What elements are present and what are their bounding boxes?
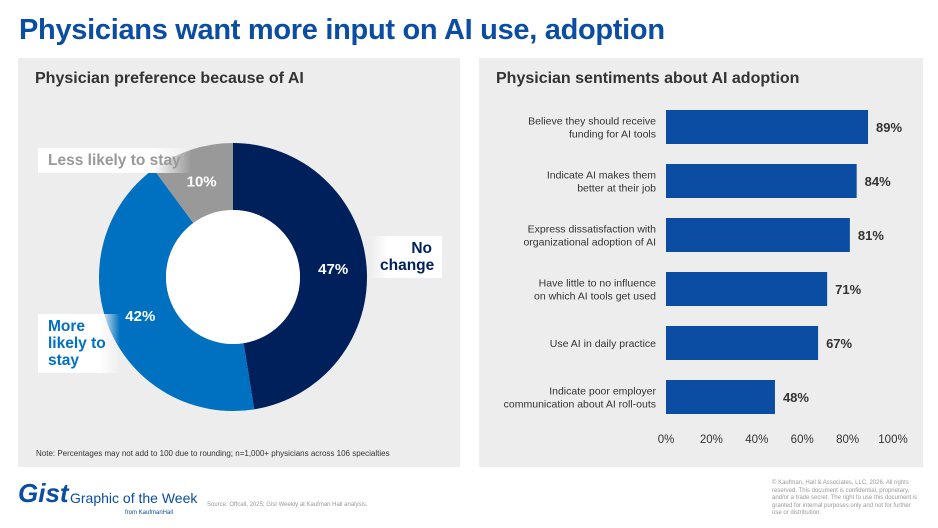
bar-data-label: 84%: [865, 174, 891, 189]
note: Note: Percentages may not add to 100 due…: [36, 449, 390, 458]
bar-data-label: 48%: [783, 390, 809, 405]
category-label: communication about AI roll-outs: [504, 399, 656, 411]
page-title: Physicians want more input on AI use, ad…: [19, 14, 665, 46]
x-tick-label: 40%: [745, 434, 768, 446]
bar: [666, 326, 819, 360]
bar: [666, 272, 828, 306]
category-label: Indicate poor employer: [549, 386, 656, 398]
category-label: organizational adoption of AI: [523, 237, 656, 249]
bar: [666, 218, 850, 252]
category-label: Have little to no influence: [539, 278, 656, 290]
x-tick-label: 80%: [836, 434, 859, 446]
slice-data-label: 10%: [187, 174, 217, 191]
bar-panel: Physician sentiments about AI adoption 8…: [479, 58, 923, 467]
label-less-likely: Less likely to stay: [38, 148, 191, 173]
footer-from: from KaufmanHall: [125, 510, 174, 516]
category-label: better at their job: [577, 183, 656, 195]
bar: [666, 164, 857, 198]
category-label: Express dissatisfaction with: [528, 224, 657, 236]
x-tick-label: 0%: [658, 434, 675, 446]
category-label: on which AI tools get used: [534, 291, 656, 303]
bar-data-label: 89%: [876, 120, 902, 135]
category-label: Use AI in daily practice: [550, 338, 656, 350]
bar: [666, 110, 869, 144]
donut-title: Physician preference because of AI: [35, 70, 304, 87]
slice-data-label: 42%: [125, 308, 155, 325]
category-label: funding for AI tools: [569, 129, 656, 141]
category-label: Believe they should receive: [528, 116, 656, 128]
x-tick-label: 20%: [700, 434, 723, 446]
label-no-change: No change: [370, 236, 442, 278]
footer-subtitle: Graphic of the Week: [70, 490, 198, 506]
donut-slice: [99, 169, 255, 411]
bar-data-label: 67%: [826, 336, 852, 351]
x-tick-label: 100%: [878, 434, 907, 446]
bar-data-label: 71%: [835, 282, 861, 297]
copyright: © Kaufman, Hall & Associates, LLC, 2026.…: [772, 480, 918, 516]
donut-slice: [233, 143, 367, 410]
donut-chart: 47% 42% 10%: [99, 143, 367, 411]
bar: [666, 380, 775, 414]
category-label: Indicate AI makes them: [547, 170, 656, 182]
label-more-likely: More likely to stay: [38, 314, 120, 373]
bar-title: Physician sentiments about AI adoption: [496, 70, 800, 87]
gist-logo: Gist: [18, 478, 69, 508]
bar-data-label: 81%: [858, 228, 884, 243]
x-tick-label: 60%: [791, 434, 814, 446]
donut-hole: [166, 210, 300, 344]
slice-data-label: 47%: [318, 261, 348, 278]
donut-panel: Physician preference because of AI 47% 42…: [18, 58, 460, 467]
source: Source: Offcall, 2025; Gist Weekly at Ka…: [207, 502, 368, 508]
